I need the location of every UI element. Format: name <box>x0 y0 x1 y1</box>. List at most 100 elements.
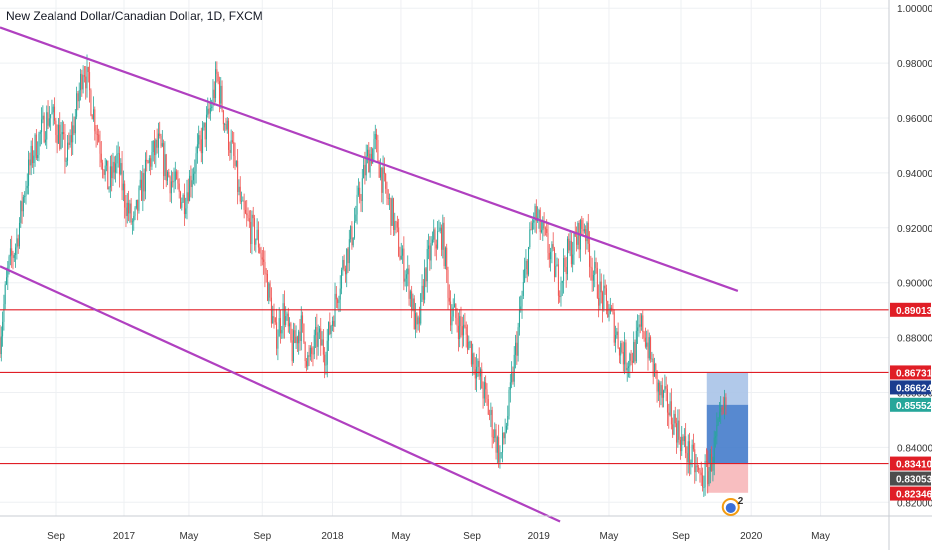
candle-body <box>599 281 601 306</box>
candle-body <box>65 160 67 162</box>
candle-body <box>424 268 426 300</box>
candle-body <box>452 307 454 317</box>
candle-body <box>121 163 123 191</box>
candle-body <box>600 281 602 293</box>
candle-body <box>555 265 557 278</box>
candle-body <box>416 313 418 325</box>
candle-body <box>570 240 572 265</box>
candle-body <box>350 226 352 240</box>
candle-body <box>251 214 253 245</box>
candle-body <box>524 269 526 282</box>
grid <box>0 0 889 516</box>
candle-body <box>198 135 200 145</box>
candle-body <box>541 230 543 233</box>
candle-body <box>686 453 688 463</box>
candle-body <box>721 408 723 409</box>
candle-body <box>535 206 537 221</box>
candle-body <box>100 153 102 163</box>
candle-body <box>213 89 215 99</box>
price-label: 0.86624 <box>896 383 932 394</box>
candle-body <box>191 180 193 188</box>
candle-body <box>181 202 183 208</box>
candle-body <box>248 218 250 222</box>
candle-body <box>218 81 220 104</box>
candle-body <box>700 472 702 476</box>
candle-body <box>365 155 367 176</box>
candle-body <box>469 341 471 343</box>
candle-body <box>461 326 463 336</box>
candle-body <box>361 178 363 201</box>
candle-body <box>698 467 700 471</box>
candle-body <box>183 194 185 215</box>
candle-body <box>337 299 339 304</box>
candle-body <box>382 167 384 193</box>
candle-body <box>534 206 536 221</box>
candle-body <box>122 183 124 191</box>
candle-body <box>657 382 659 392</box>
candle-body <box>98 134 100 142</box>
candle-body <box>457 325 459 340</box>
candle-body <box>405 274 407 279</box>
candle-body <box>25 188 27 197</box>
candle-body <box>565 266 567 275</box>
candle-body <box>392 198 394 230</box>
candle-body <box>73 125 75 134</box>
candle-body <box>663 390 665 398</box>
x-tick-label: 2018 <box>321 531 344 542</box>
candle-body <box>634 341 636 362</box>
candle-body <box>229 149 231 153</box>
candle-body <box>631 360 633 363</box>
candle-body <box>333 320 335 327</box>
candle-body <box>702 475 704 488</box>
candle-body <box>16 238 18 248</box>
candle-body <box>34 134 36 156</box>
candle-body <box>441 227 443 250</box>
candle-body <box>133 215 135 222</box>
candle-body <box>428 245 430 249</box>
candle-body <box>329 322 331 334</box>
candle-body <box>233 142 235 156</box>
candle-body <box>355 214 357 222</box>
candle-body <box>413 298 415 330</box>
candle-body <box>57 124 59 144</box>
candle-body <box>628 366 630 368</box>
candle-body <box>511 373 513 383</box>
candle-body <box>563 258 565 281</box>
candle-body <box>472 353 474 365</box>
candle-body <box>222 110 224 125</box>
candle-body <box>273 316 275 319</box>
candle-body <box>152 140 154 153</box>
candle-body <box>291 340 293 362</box>
candle-body <box>31 145 33 164</box>
candle-body <box>180 191 182 208</box>
candle-body <box>55 120 57 135</box>
candle-body <box>182 194 184 203</box>
candle-body <box>652 358 654 377</box>
candle-body <box>305 361 307 367</box>
candle-body <box>481 369 483 389</box>
candle-body <box>642 315 644 332</box>
candles <box>0 54 727 497</box>
candle-body <box>9 248 11 257</box>
candle-body <box>81 73 83 90</box>
candle-body <box>548 252 550 260</box>
candle-body <box>683 436 685 442</box>
price-label-box <box>890 302 931 317</box>
candle-body <box>556 264 558 266</box>
candle-body <box>664 386 666 391</box>
candle-body <box>72 125 74 143</box>
candle-body <box>464 324 466 328</box>
candle-body <box>160 135 162 147</box>
candle-body <box>263 259 265 262</box>
candle-body <box>324 354 326 366</box>
candle-body <box>215 69 217 99</box>
candle-body <box>8 256 10 268</box>
candle-body <box>237 160 239 192</box>
candle-body <box>378 161 380 178</box>
candle-body <box>69 135 71 145</box>
candle-body <box>564 258 566 267</box>
candle-body <box>559 295 561 297</box>
candle-body <box>677 420 679 443</box>
candle-body <box>638 324 640 328</box>
